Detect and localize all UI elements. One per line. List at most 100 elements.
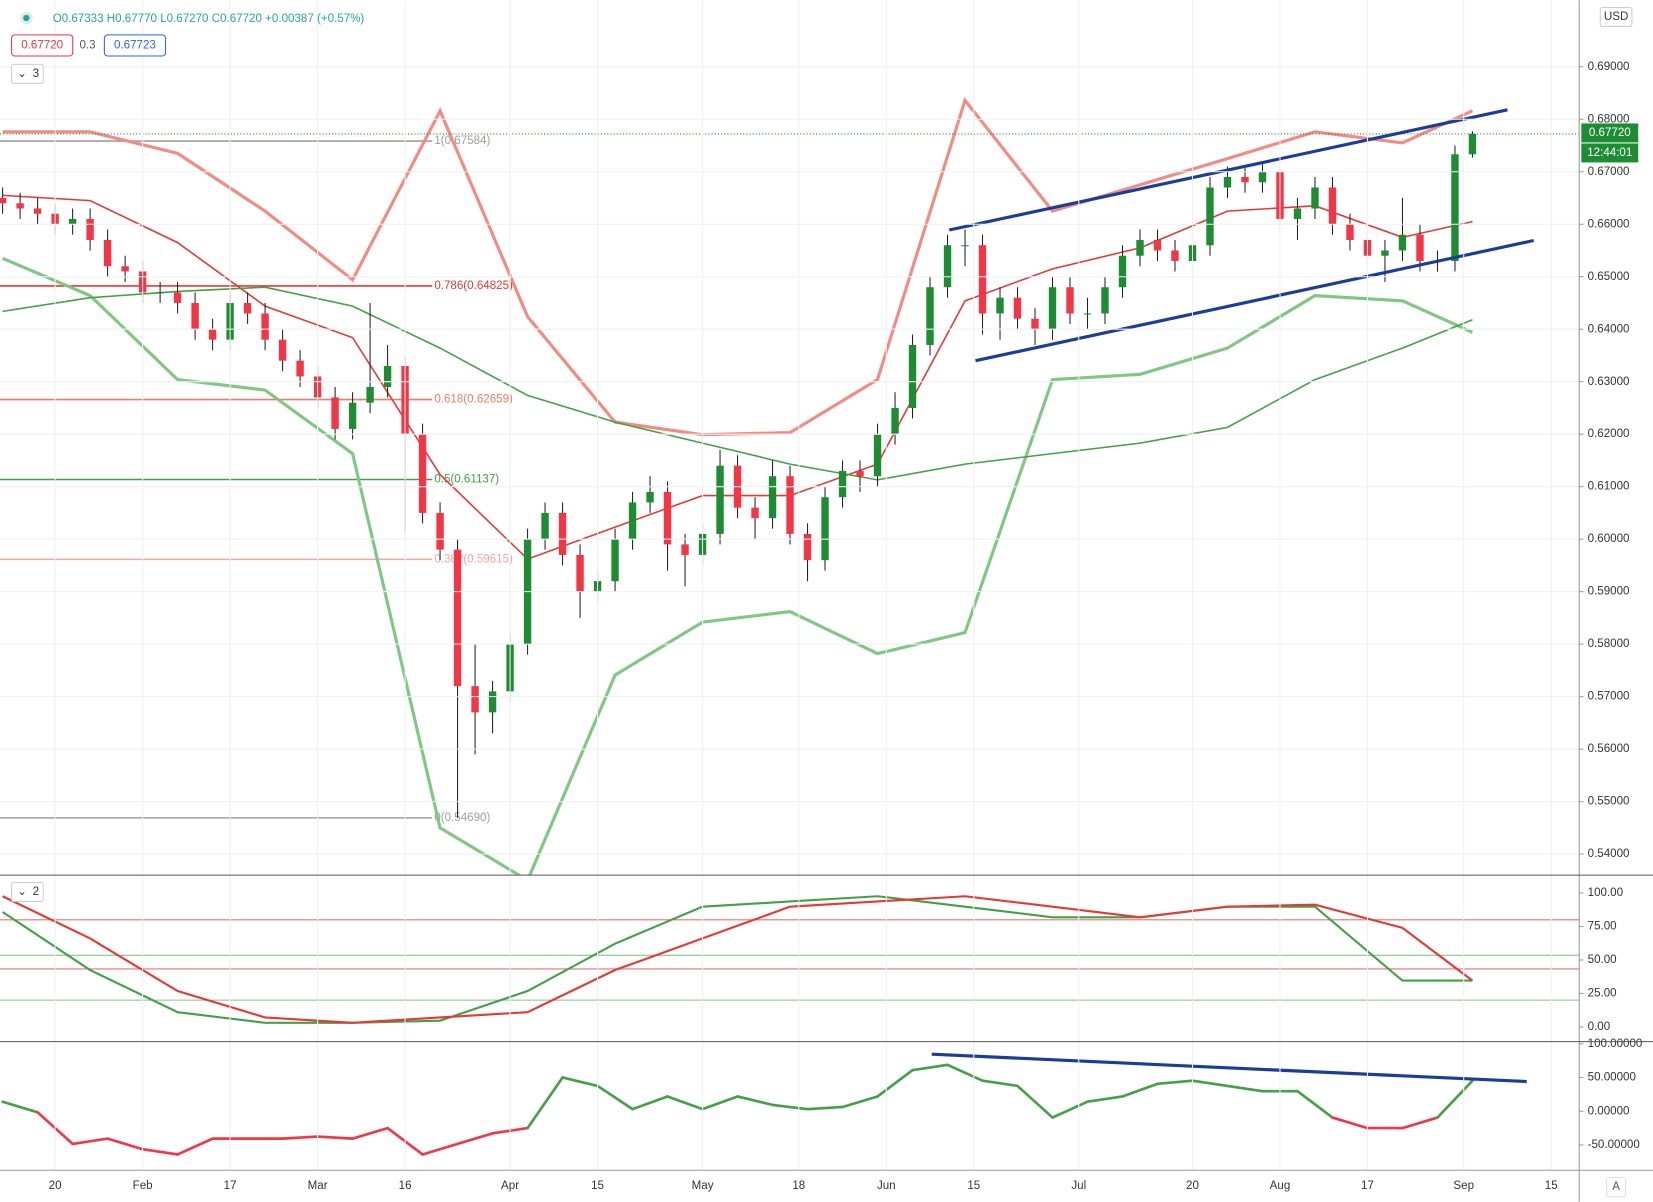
candle-body [996,297,1004,314]
y-tick-label: 100.00 [1588,887,1623,899]
x-tick-label: 20 [49,1180,62,1192]
overlay-line [2,194,1473,561]
candle-body [541,512,549,540]
overlay-line [2,256,1474,876]
trend-line [948,108,1508,232]
y-tick-label: 0.57000 [1588,691,1630,703]
x-tick-label: Mar [308,1180,328,1192]
x-tick-label: 17 [224,1180,237,1192]
candle-body [261,313,269,340]
candle-body [16,203,24,209]
candle-body [278,339,287,361]
oscillator-segment [1016,1084,1054,1119]
chevron: ⌄ [17,886,27,898]
oscillator-segment [946,1063,984,1082]
x-tick-label: Sep [1453,1180,1474,1192]
price-box-text: 0.67723 [114,39,156,51]
candle-body [1206,187,1214,246]
candle-body [1066,287,1074,314]
candle-body [1118,255,1127,288]
trend-line [975,238,1535,363]
candle-body [978,245,987,314]
y-tick-label: 0.58000 [1588,638,1630,650]
candle-body [821,497,829,561]
collapse-button[interactable] [11,63,44,84]
oscillator-segment [841,1095,879,1109]
candle-body [803,533,812,561]
y-tick-label: 0.56000 [1588,743,1630,755]
oscillator-segment [141,1147,179,1156]
price-tag-text: 0.67720 [1589,127,1631,139]
pane [0,895,1580,1024]
y-tick-label: 0.61000 [1588,481,1630,493]
candle-body [768,476,777,519]
candle-body [1311,187,1319,209]
candle-body [838,470,847,498]
candle-body [576,554,584,592]
price-tag [1581,123,1639,143]
fib-label: 0.786(0.64825) [434,280,513,292]
fib-label: 0.618(0.62659) [434,394,513,406]
candle-body [1031,318,1039,330]
candle-body [348,402,357,429]
oscillator-segment [316,1135,354,1140]
oscillator-segment [1331,1116,1369,1130]
candle-body [891,407,899,435]
x-tick-label: 15 [1545,1180,1558,1192]
candle-body [558,512,567,555]
oscillator-segment [456,1132,494,1146]
candle-body [1293,208,1302,219]
x-tick-label: 20 [1186,1180,1199,1192]
candle-body [121,266,129,272]
currency-box[interactable] [1599,6,1633,27]
candle-body [681,544,689,555]
currency: USD [1604,11,1628,23]
price-box-text: 0.67720 [21,39,63,51]
price-box[interactable] [103,34,167,57]
fib-label: 0.5(0.61137) [434,474,499,486]
price-box[interactable] [11,34,74,57]
candle-body [873,434,882,477]
x-tick-label: Aug [1270,1180,1291,1192]
y-tick-label: 0.55000 [1588,796,1630,808]
auto-scale-label: A [1612,1181,1620,1193]
candle-body [156,292,164,294]
x-tick-label: Feb [133,1180,153,1192]
candle-body [1171,250,1179,261]
y-tick-label: 0.68000 [1588,113,1630,125]
countdown-text: 12:44:01 [1587,147,1632,159]
candle-body [1346,224,1354,240]
y-tick-label: 25.00 [1588,988,1617,1000]
oscillator-segment [561,1076,599,1088]
candle-body [663,491,672,545]
y-tick-label: 50.00000 [1588,1072,1636,1084]
y-tick-label: 0.62000 [1588,428,1630,440]
oscillator-segment [71,1137,109,1146]
x-tick-label: Jul [1071,1180,1086,1192]
y-tick-label: 75.00 [1588,921,1617,933]
collapse-button[interactable] [11,881,44,902]
auto-scale-button[interactable] [1606,1177,1627,1198]
oscillator-segment [106,1137,144,1151]
status-dot [23,14,30,22]
oscillator-segment [1,1100,39,1114]
countdown-tag [1581,143,1639,163]
trend-line [931,1052,1527,1084]
candle-body [751,507,759,519]
oscillator-segment [176,1137,214,1156]
candle-body [488,691,497,713]
candle-body [1258,171,1267,183]
oscillator-segment [1296,1089,1334,1119]
candle-body [1416,234,1424,261]
indicator-count: 2 [33,886,39,898]
candle-body [1136,239,1144,256]
candle-body [1328,187,1337,225]
candle-body [208,329,217,340]
candle-body [243,302,252,314]
candle-body [296,360,304,377]
overlay-line [2,286,1473,481]
oscillator-segment [1191,1079,1229,1088]
candle-body [943,245,952,288]
oscillator-line [2,895,1474,1024]
